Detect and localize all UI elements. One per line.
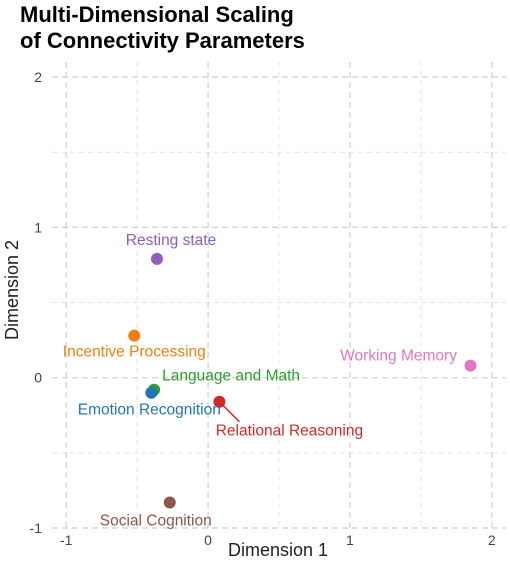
point-incentive-processing <box>128 329 141 342</box>
label-incentive-processing: Incentive Processing <box>63 344 206 361</box>
leader-lines <box>222 405 240 423</box>
y-tick-label: 0 <box>34 370 42 386</box>
chart-title-line-1: Multi-Dimensional Scaling <box>20 2 294 27</box>
label-social-cognition: Social Cognition <box>100 512 212 529</box>
y-tick-label: -1 <box>30 520 43 536</box>
chart-title-line-2: of Connectivity Parameters <box>20 28 305 53</box>
x-tick-label: -1 <box>60 532 73 548</box>
grid <box>52 62 506 529</box>
label-resting-state: Resting state <box>126 232 216 249</box>
leader-relational-reasoning <box>222 405 240 423</box>
label-working-memory: Working Memory <box>340 348 457 365</box>
points <box>128 252 477 509</box>
point-working-memory <box>464 359 477 372</box>
x-axis-label: Dimension 1 <box>228 540 328 560</box>
point-social-cognition <box>163 496 176 509</box>
label-language-and-math: Language and Math <box>162 368 300 385</box>
tick-labels: -1 0 1 2 -1 0 1 2 <box>30 69 496 548</box>
point-resting-state <box>150 252 163 265</box>
y-axis-label: Dimension 2 <box>2 240 22 340</box>
y-tick-label: 1 <box>34 219 42 235</box>
x-tick-label: 1 <box>346 532 354 548</box>
label-relational-reasoning: Relational Reasoning <box>216 423 363 440</box>
x-tick-label: 0 <box>204 532 212 548</box>
y-tick-label: 2 <box>34 69 42 85</box>
label-emotion-recognition: Emotion Recognition <box>78 402 221 419</box>
chart-title: Multi-Dimensional Scaling of Connectivit… <box>20 2 500 54</box>
x-tick-label: 2 <box>488 532 496 548</box>
point-relational-reasoning <box>213 395 226 408</box>
point-labels: Resting state Incentive Processing Working… <box>63 232 457 530</box>
point-emotion-recognition <box>145 386 158 399</box>
